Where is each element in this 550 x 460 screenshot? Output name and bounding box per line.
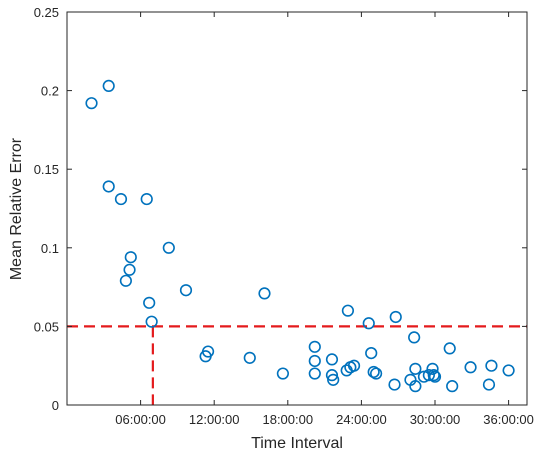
data-point xyxy=(341,304,355,317)
data-point xyxy=(409,362,422,375)
data-point xyxy=(102,180,115,193)
x-tick-label: 36:00:00 xyxy=(483,412,534,427)
data-point xyxy=(123,263,136,276)
data-point xyxy=(446,380,459,393)
data-point xyxy=(243,351,256,364)
data-point xyxy=(409,380,422,393)
data-point xyxy=(427,369,440,382)
threshold-lines xyxy=(67,325,527,405)
x-tick-label: 06:00:00 xyxy=(115,412,166,427)
data-point xyxy=(365,347,378,360)
data-point xyxy=(388,378,401,391)
data-point xyxy=(367,365,380,379)
y-tick-label: 0 xyxy=(52,398,59,413)
data-point xyxy=(464,361,477,374)
y-tick-label: 0.1 xyxy=(41,241,59,256)
data-point xyxy=(443,342,456,355)
data-point xyxy=(389,310,402,324)
plot-background xyxy=(67,12,527,405)
data-point xyxy=(408,331,421,344)
plot-area xyxy=(67,12,527,405)
data-point xyxy=(308,354,321,368)
data-point xyxy=(140,192,153,206)
x-tick-label: 18:00:00 xyxy=(262,412,313,427)
data-point xyxy=(308,340,321,353)
data-point xyxy=(199,350,212,363)
data-point xyxy=(325,369,339,382)
data-point xyxy=(308,367,321,380)
data-point xyxy=(258,287,271,300)
data-point xyxy=(502,364,515,377)
data-point xyxy=(482,378,496,391)
data-point xyxy=(124,251,137,264)
data-point xyxy=(102,79,115,92)
data-point xyxy=(162,241,175,254)
data-point xyxy=(119,274,132,287)
data-point xyxy=(426,362,439,375)
data-point xyxy=(370,367,383,380)
y-tick-label: 0.25 xyxy=(34,5,59,20)
data-point xyxy=(347,359,361,372)
data-point xyxy=(422,369,435,382)
y-tick-label: 0.15 xyxy=(34,162,59,177)
y-axis-title: Mean Relative Error xyxy=(8,137,25,280)
data-point xyxy=(85,97,98,110)
points-layer xyxy=(85,79,515,393)
data-point xyxy=(485,359,498,372)
y-tick-label: 0.05 xyxy=(34,319,59,334)
x-tick-label: 12:00:00 xyxy=(189,412,240,427)
data-point xyxy=(327,373,340,386)
data-point xyxy=(325,353,339,366)
data-point xyxy=(179,284,193,297)
y-tick-label: 0.2 xyxy=(41,84,59,99)
data-point xyxy=(143,296,156,309)
data-point xyxy=(114,192,128,206)
data-point xyxy=(362,317,375,330)
data-point xyxy=(145,315,158,328)
x-tick-label: 24:00:00 xyxy=(336,412,387,427)
axes xyxy=(66,11,528,406)
ticks: 06:00:00 12:00:00 18:00:00 24:00:00 30:00:00… xyxy=(34,5,534,427)
axes-box xyxy=(66,11,528,406)
x-tick-label: 30:00:00 xyxy=(410,412,461,427)
x-axis-title: Time Interval xyxy=(251,435,343,452)
data-point xyxy=(428,370,442,383)
data-point xyxy=(276,367,289,380)
